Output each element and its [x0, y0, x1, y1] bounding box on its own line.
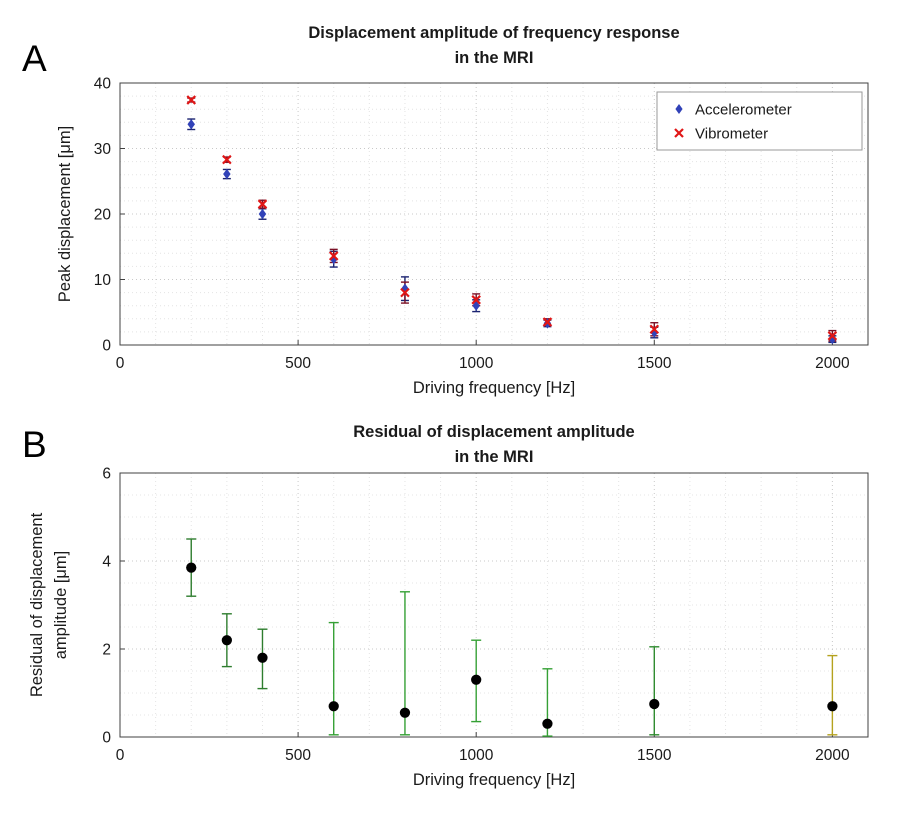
svg-text:Displacement amplitude of freq: Displacement amplitude of frequency resp…: [308, 24, 679, 42]
svg-text:0: 0: [102, 730, 111, 747]
panel-b-chart: 0 500 1000 1500 2000 0 2 4 6 Residual of displace…: [28, 423, 869, 789]
svg-text:6: 6: [102, 466, 111, 483]
svg-text:Residual of displacement ampli: Residual of displacement amplitude: [353, 423, 634, 441]
svg-text:500: 500: [285, 747, 311, 764]
svg-text:30: 30: [94, 141, 112, 158]
svg-text:2000: 2000: [815, 355, 850, 372]
svg-text:1000: 1000: [459, 747, 494, 764]
svg-text:4: 4: [102, 554, 111, 571]
svg-text:0: 0: [102, 338, 111, 355]
svg-text:amplitude [μm]: amplitude [μm]: [52, 551, 70, 660]
svg-text:1500: 1500: [637, 355, 672, 372]
svg-text:Driving frequency [Hz]: Driving frequency [Hz]: [413, 379, 575, 397]
svg-text:1500: 1500: [637, 747, 672, 764]
svg-text:0: 0: [116, 355, 125, 372]
svg-text:in the MRI: in the MRI: [455, 49, 534, 67]
svg-text:2000: 2000: [815, 747, 850, 764]
svg-text:500: 500: [285, 355, 311, 372]
svg-text:2: 2: [102, 642, 111, 659]
svg-text:10: 10: [94, 272, 112, 289]
panel-a-chart: 0 500 1000 1500 2000 0 10 20 30 40 Displacement am…: [56, 24, 869, 397]
svg-text:Vibrometer: Vibrometer: [695, 126, 768, 143]
svg-text:40: 40: [94, 76, 112, 93]
panel-b-label: B: [22, 424, 47, 465]
svg-text:in the MRI: in the MRI: [455, 448, 534, 466]
svg-text:1000: 1000: [459, 355, 494, 372]
svg-text:0: 0: [116, 747, 125, 764]
svg-text:20: 20: [94, 207, 112, 224]
svg-text:Driving frequency [Hz]: Driving frequency [Hz]: [413, 771, 575, 789]
panel-a-label: A: [22, 38, 47, 79]
svg-text:Residual of displacement: Residual of displacement: [28, 512, 46, 697]
svg-text:Accelerometer: Accelerometer: [695, 102, 792, 119]
svg-text:Peak displacement [μm]: Peak displacement [μm]: [56, 126, 74, 302]
